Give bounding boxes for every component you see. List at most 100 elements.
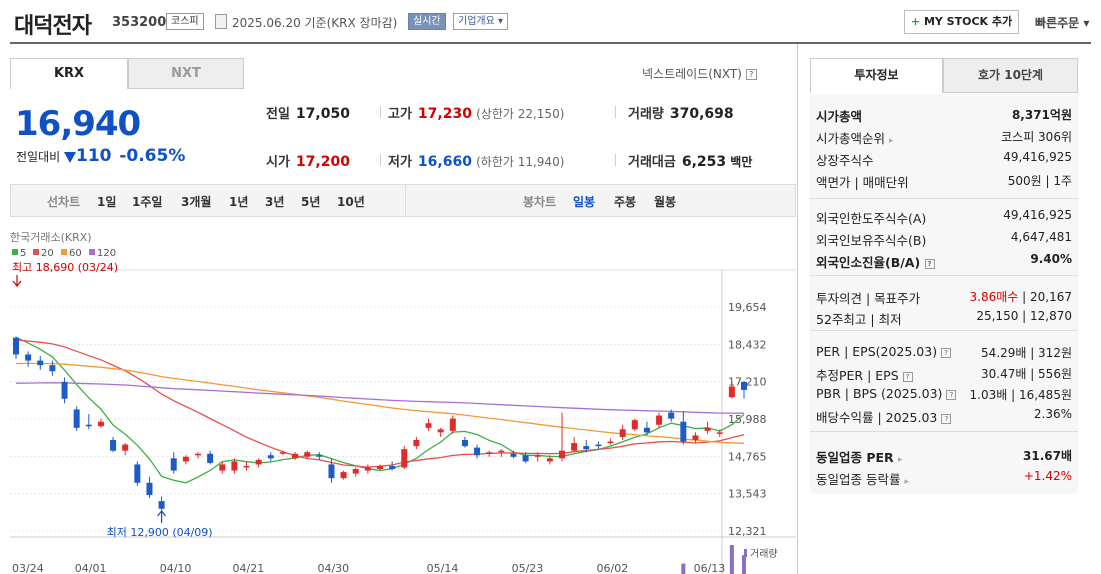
candle — [486, 450, 493, 457]
section-divider — [810, 330, 1078, 331]
industry-per-row[interactable]: 동일업종 PER ▸ 31.67배 — [816, 447, 1072, 467]
candle-body — [134, 464, 141, 483]
change-percent: -0.65% — [119, 146, 186, 166]
opinion-section: 투자의견 | 목표주가 3.86매수 | 20,167 52주최고 | 최저 2… — [810, 276, 1078, 330]
market-cap-value: 8,371억원 — [1011, 108, 1072, 122]
help-icon[interactable]: ? — [924, 258, 935, 269]
candle-body — [692, 435, 699, 441]
per-label: PER | EPS(2025.03) — [816, 344, 938, 359]
candle-body — [207, 453, 214, 463]
candle-body — [340, 472, 347, 479]
cap-section: 시가총액 8,371억원 시가총액순위 ▸ 코스피 306위 상장주식수 49,… — [810, 94, 1078, 198]
help-icon[interactable]: ? — [941, 413, 952, 424]
realtime-button[interactable]: 실시간 — [408, 13, 446, 30]
candle — [425, 418, 432, 431]
help-icon[interactable]: ? — [946, 389, 957, 400]
period-5y[interactable]: 5년 — [301, 195, 321, 209]
tab-invest-info[interactable]: 투자정보 — [810, 58, 943, 93]
high-arrow-icon — [12, 275, 22, 287]
candle — [680, 410, 687, 445]
down-arrow-icon — [64, 152, 76, 163]
valuation-section: PER | EPS(2025.03) ? 54.29배 | 312원 추정PER… — [810, 331, 1078, 431]
candle-body — [267, 455, 274, 459]
cap-rank-label: 시가총액순위 — [816, 131, 886, 146]
help-icon[interactable]: ? — [902, 371, 913, 382]
candle — [255, 458, 262, 468]
candle-body — [607, 441, 614, 444]
chevron-right-icon: ▸ — [898, 455, 903, 465]
volume-legend-swatch — [744, 549, 747, 557]
annotations: 최고 18,690 (03/24) 최저 12,900 (04/09) — [12, 261, 213, 539]
candle — [61, 377, 68, 404]
legend-label: 120 — [97, 248, 116, 259]
candle-daily[interactable]: 일봉 — [573, 195, 596, 209]
candle-body — [449, 418, 456, 431]
est-per-label: 추정PER | EPS — [816, 368, 899, 383]
legend-swatch — [61, 249, 67, 255]
foreign-ratio-label: 외국인소진율(B/A) — [816, 255, 921, 270]
chart-source-label: 한국거래소(KRX) — [10, 231, 92, 244]
help-icon[interactable]: ? — [941, 347, 952, 358]
x-tick-label: 04/30 — [317, 562, 349, 574]
date-text: 2025.06.20 기준(KRX 장마감) — [232, 16, 398, 30]
period-10y[interactable]: 10년 — [337, 195, 365, 209]
industry-change-row[interactable]: 동일업종 등락률 ▸ +1.42% — [816, 469, 1072, 489]
chevron-right-icon: ▸ — [889, 136, 894, 146]
period-1y[interactable]: 1년 — [229, 195, 249, 209]
candle-body — [389, 465, 396, 470]
tab-krx[interactable]: KRX — [10, 58, 128, 89]
price-change: 전일대비 110 -0.65% — [16, 146, 185, 166]
quick-order-button[interactable]: 빠른주문 ▾ — [1035, 16, 1090, 30]
candle-body — [498, 450, 505, 453]
candle — [146, 476, 153, 499]
y-tick-label: 18,432 — [728, 338, 767, 351]
change-label: 전일대비 — [16, 150, 61, 164]
period-1w[interactable]: 1주일 — [132, 195, 163, 209]
candle — [461, 436, 468, 448]
info-icon: ? — [745, 69, 757, 80]
w52-row: 52주최고 | 최저 25,150 | 12,870 — [816, 309, 1072, 329]
candle-body — [182, 456, 189, 462]
period-bar: 선차트 1일 1주일 3개월 1년 3년 5년 10년 봉차트 일봉 주봉 월봉 — [10, 184, 796, 217]
candle-body — [680, 421, 687, 442]
candle-body — [583, 446, 590, 450]
candle-monthly[interactable]: 월봉 — [654, 195, 677, 209]
x-tick-label: 04/01 — [75, 562, 107, 574]
tab-orderbook[interactable]: 호가 10단계 — [943, 58, 1078, 93]
upper-limit: (상한가 22,150) — [476, 107, 565, 121]
header-divider — [10, 42, 1091, 44]
add-mystock-label: MY STOCK 추가 — [923, 15, 1013, 28]
company-overview-dropdown[interactable]: 기업개요 ▾ — [453, 13, 508, 30]
candles — [13, 336, 747, 514]
candle — [389, 461, 396, 471]
current-price: 16,940 — [15, 104, 141, 144]
period-3m[interactable]: 3개월 — [181, 195, 212, 209]
cap-rank-row[interactable]: 시가총액순위 ▸ 코스피 306위 — [816, 128, 1072, 148]
legend-swatch — [33, 249, 39, 255]
foreign-ratio-row: 외국인소진율(B/A) ? 9.40% — [816, 252, 1072, 272]
nxt-link[interactable]: 넥스트레이드(NXT) ? — [642, 65, 757, 82]
candle-body — [352, 469, 359, 474]
candle — [631, 418, 638, 431]
candle-body — [728, 386, 735, 398]
tab-nxt[interactable]: NXT — [128, 58, 244, 89]
candle — [571, 436, 578, 453]
period-1d[interactable]: 1일 — [97, 195, 117, 209]
industry-change-value: +1.42% — [1023, 469, 1072, 483]
candle — [546, 455, 553, 465]
candle-weekly[interactable]: 주봉 — [614, 195, 637, 209]
candle — [437, 427, 444, 437]
prev-label: 전일 — [266, 107, 290, 122]
add-mystock-button[interactable]: + MY STOCK 추가 — [904, 10, 1019, 34]
low-arrow-icon — [157, 510, 167, 523]
candle — [134, 461, 141, 486]
candle — [583, 440, 590, 453]
candle — [656, 412, 663, 428]
document-icon — [215, 14, 227, 29]
candle-body — [231, 461, 238, 471]
par-label: 액면가 | 매매단위 — [816, 175, 909, 190]
candle-body — [73, 409, 80, 428]
period-3y[interactable]: 3년 — [265, 195, 285, 209]
y-tick-label: 13,543 — [728, 488, 767, 501]
y-tick-label: 14,765 — [728, 450, 767, 463]
